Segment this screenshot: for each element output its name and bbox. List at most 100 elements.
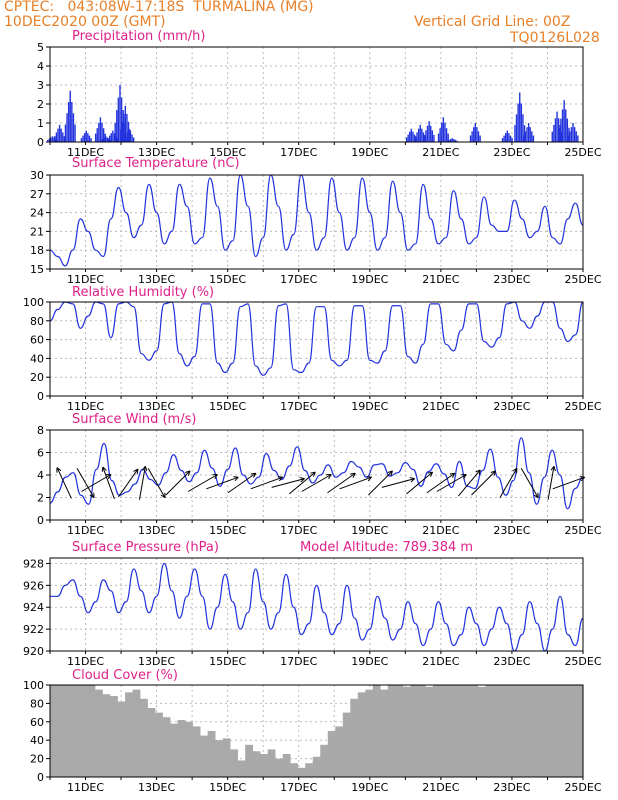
precip-bar <box>415 137 417 142</box>
precip-bar <box>554 118 557 142</box>
precip-bar <box>126 113 128 142</box>
wind-arrow-head <box>512 467 518 474</box>
precip-bar <box>451 138 453 142</box>
humidity-ytick-label: 0 <box>37 390 44 403</box>
wind-arrow-head <box>212 474 218 479</box>
precip-bar <box>557 118 560 142</box>
pressure-xtick-label: 15DEC <box>209 655 246 668</box>
wind-arrow-head <box>449 472 456 478</box>
cloud-bar <box>387 685 396 777</box>
precip-bar <box>473 127 475 142</box>
wind-arrow-head <box>233 476 239 482</box>
precip-bar <box>124 134 127 142</box>
temperature-ytick-label: 30 <box>30 169 44 182</box>
cloud-xtick-label: 15DEC <box>209 781 246 794</box>
precip-bar <box>425 130 427 142</box>
precip-bar <box>51 136 54 142</box>
wind-arrow <box>81 474 112 492</box>
temperature-title: Surface Temperature (nC) <box>72 156 240 171</box>
precip-bar <box>114 122 116 142</box>
pressure-xtick-label: 23DEC <box>493 655 530 668</box>
cloud-bar <box>230 749 238 777</box>
cloud-bar <box>65 685 73 777</box>
precip-bar <box>442 117 445 142</box>
cloud-bar <box>282 754 291 777</box>
cloud-bar <box>477 686 486 777</box>
wind-xtick-label: 13DEC <box>138 524 175 537</box>
precip-bar <box>48 138 50 142</box>
precip-bar <box>410 128 413 142</box>
precip-bar <box>517 103 519 142</box>
temperature-xtick-label: 21DEC <box>422 273 459 286</box>
pressure-title: Surface Pressure (hPa) <box>72 540 219 555</box>
cloud-bar <box>402 686 411 777</box>
humidity-xtick-label: 25DEC <box>564 400 601 413</box>
cloud-bar <box>462 685 471 777</box>
cloud-ytick-label: 80 <box>30 697 44 710</box>
precip-bar <box>456 140 458 142</box>
cloud-title: Cloud Cover (%) <box>72 668 178 683</box>
humidity-xtick-label: 15DEC <box>209 400 246 413</box>
cloud-ytick-label: 40 <box>30 734 44 747</box>
wind-arrow-head <box>387 470 393 476</box>
humidity-ytick-label: 100 <box>23 296 44 309</box>
precip-bar <box>566 118 569 142</box>
precip-bar <box>116 110 118 142</box>
cloud-bar <box>50 685 58 777</box>
precip-bar <box>454 139 457 142</box>
precip-bar <box>551 131 553 142</box>
cloud-bar <box>492 685 501 777</box>
precip-bar <box>50 137 52 142</box>
wind-arrow <box>381 478 415 488</box>
precip-bar <box>558 127 561 142</box>
wind-arrow <box>339 476 372 490</box>
cloud-bar <box>132 689 141 777</box>
wind-arrow-head <box>101 466 107 473</box>
humidity-xtick-label: 23DEC <box>493 400 530 413</box>
precip-bar <box>120 97 123 142</box>
wind-arrow-head <box>533 492 539 499</box>
precip-bar <box>421 128 423 142</box>
precip-ytick-label: 4 <box>37 60 44 73</box>
wind-arrow <box>520 468 539 498</box>
pressure-xtick-label: 11DEC <box>67 655 104 668</box>
cloud-bar <box>432 685 441 777</box>
cloud-bar <box>237 760 246 777</box>
precip-bar <box>129 131 132 142</box>
humidity-series-line <box>49 301 584 376</box>
temperature-series-line <box>49 174 584 267</box>
precip-bar <box>448 139 450 142</box>
humidity-xtick-label: 17DEC <box>280 400 317 413</box>
precip-bar <box>573 127 576 142</box>
cloud-bar <box>305 763 314 777</box>
cloud-ytick-label: 100 <box>23 679 44 692</box>
precip-bar <box>115 135 117 142</box>
wind-arrow-head <box>366 476 372 482</box>
wind-ytick-label: 4 <box>37 469 44 482</box>
precip-bar <box>570 127 573 142</box>
precip-bar <box>563 100 565 142</box>
precip-bar <box>527 123 530 142</box>
precip-bar <box>102 128 105 142</box>
precip-bar <box>64 124 67 142</box>
precip-bar <box>519 92 521 142</box>
precip-bar <box>412 131 414 142</box>
temperature-ytick-label: 27 <box>30 188 44 201</box>
precip-bar <box>529 127 531 142</box>
precip-bar <box>508 133 510 142</box>
precip-bar <box>124 105 127 142</box>
wind-arrow <box>471 470 496 496</box>
wind-arrow <box>499 468 518 498</box>
precip-bar <box>60 128 62 142</box>
precip-bar <box>479 135 481 142</box>
wind-xtick-label: 17DEC <box>280 524 317 537</box>
pressure-ytick-label: 928 <box>23 557 44 570</box>
cloud-bar <box>357 692 366 777</box>
precip-bar <box>474 123 477 142</box>
precip-bar <box>567 135 569 142</box>
wind-arrow <box>165 470 191 496</box>
precip-bar <box>74 124 76 142</box>
precip-bar <box>106 137 109 142</box>
precip-xtick-label: 25DEC <box>564 146 601 159</box>
cloud-bar <box>185 721 193 777</box>
